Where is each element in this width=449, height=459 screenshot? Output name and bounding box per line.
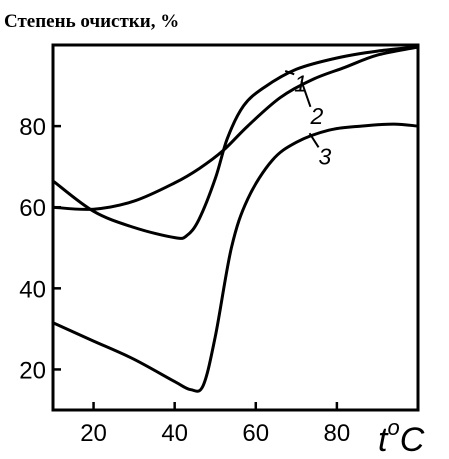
curve-2 (51, 45, 420, 211)
curve-label-leader-3 (308, 132, 320, 148)
tick-labels: 20 40 60 80 20 40 60 80 (19, 114, 350, 447)
curves (51, 45, 420, 393)
x-tick-label: 20 (80, 420, 107, 447)
curve-label-leader-1 (284, 69, 295, 76)
x-axis-label: toC (378, 415, 425, 459)
x-tick-label: 60 (242, 420, 269, 447)
y-tick-label: 40 (19, 276, 46, 303)
plot-area (51, 43, 420, 412)
y-tick-label: 60 (19, 195, 46, 222)
curve-1 (51, 45, 420, 240)
curve-3 (51, 122, 420, 393)
curve-label-3: 3 (319, 143, 332, 169)
x-tick-label: 40 (161, 420, 188, 447)
curve-labels: 123 (284, 69, 332, 169)
chart-title: Степень очистки, % (4, 11, 179, 32)
plot-frame (51, 43, 420, 412)
y-tick-label: 20 (19, 357, 46, 384)
x-tick-label: 80 (324, 420, 351, 447)
curve-label-2: 2 (309, 103, 323, 129)
curve-label-leader-2 (300, 80, 312, 108)
y-tick-label: 80 (19, 114, 46, 141)
